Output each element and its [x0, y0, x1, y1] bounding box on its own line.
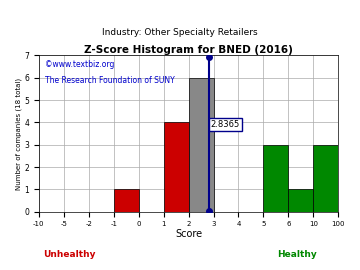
- Bar: [264, 145, 288, 212]
- Bar: [189, 78, 213, 212]
- Bar: [114, 189, 139, 212]
- Bar: [163, 122, 189, 212]
- Bar: [313, 145, 338, 212]
- Text: The Research Foundation of SUNY: The Research Foundation of SUNY: [45, 76, 175, 85]
- Text: Healthy: Healthy: [277, 250, 317, 259]
- Text: ©www.textbiz.org: ©www.textbiz.org: [45, 60, 114, 69]
- X-axis label: Score: Score: [175, 229, 202, 239]
- Bar: [288, 189, 313, 212]
- Text: 2.8365: 2.8365: [211, 120, 240, 129]
- Title: Z-Score Histogram for BNED (2016): Z-Score Histogram for BNED (2016): [84, 45, 293, 55]
- Y-axis label: Number of companies (18 total): Number of companies (18 total): [15, 77, 22, 190]
- Text: Unhealthy: Unhealthy: [43, 250, 96, 259]
- Text: Industry: Other Specialty Retailers: Industry: Other Specialty Retailers: [102, 28, 258, 37]
